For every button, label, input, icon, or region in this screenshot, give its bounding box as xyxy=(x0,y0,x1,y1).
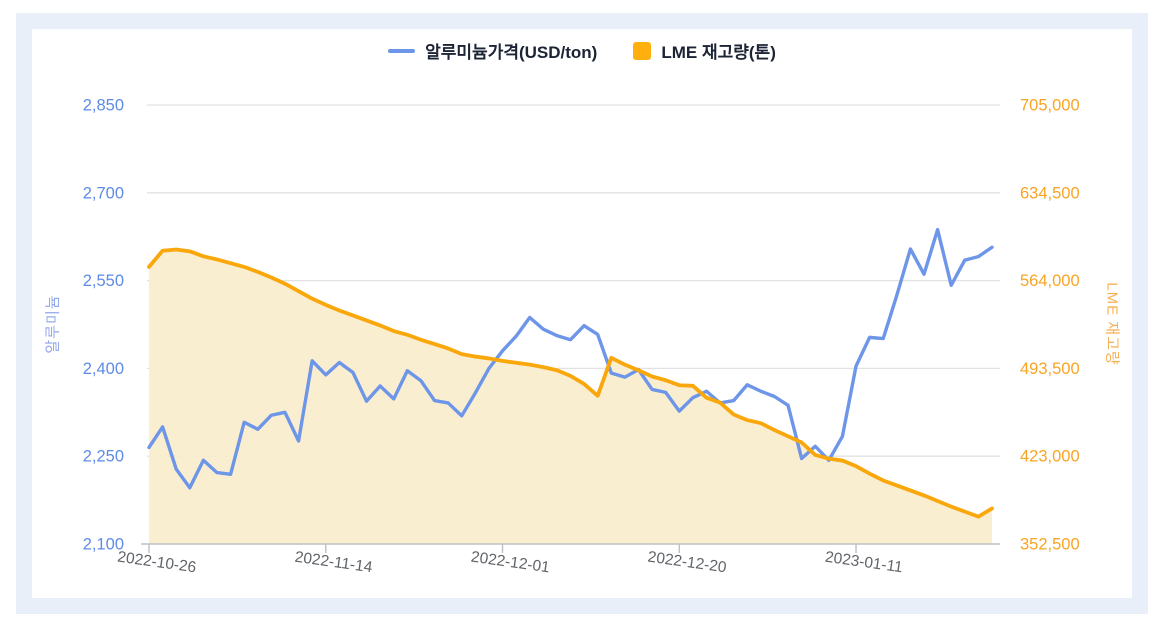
x-axis-label: 2022-10-26 xyxy=(116,549,197,577)
y-axis-right-label: 423,000 xyxy=(1020,448,1080,466)
y-axis-right-label: 705,000 xyxy=(1020,97,1080,115)
y-axis-right-label: 634,500 xyxy=(1020,184,1080,202)
lme-stock-area xyxy=(149,249,992,544)
plot-area[interactable]: 2022-10-26 2022-11-14 2022-12-01 2022-12-20… xyxy=(32,29,1132,598)
legend-item-lme-stock[interactable]: LME 재고량(톤) xyxy=(633,38,776,63)
legend-label-lme-stock: LME 재고량(톤) xyxy=(661,43,776,62)
y-axis-right-label: 564,000 xyxy=(1020,272,1080,290)
aluminum-price-line xyxy=(147,227,994,490)
y-axis-right-label: 493,500 xyxy=(1020,360,1080,378)
x-axis-label: 2023-01-11 xyxy=(824,549,904,577)
x-axis-label: 2022-12-01 xyxy=(470,549,551,577)
y-axis-left-label: 2,850 xyxy=(83,97,124,115)
legend-label-aluminum-price: 알루미늄가격(USD/ton) xyxy=(425,43,598,62)
y-axis-left-label: 2,700 xyxy=(83,184,124,202)
square-marker-icon xyxy=(633,41,652,60)
y-axis-left-label: 2,550 xyxy=(83,272,124,290)
lme-stock-line xyxy=(147,247,994,519)
y-axis-right-label: 352,500 xyxy=(1020,536,1080,554)
chart-panel-frame: 알루미늄가격(USD/ton) LME 재고량(톤) 알루미늄 LME 재고량 … xyxy=(16,13,1148,614)
legend-item-aluminum-price[interactable]: 알루미늄가격(USD/ton) xyxy=(388,38,597,63)
legend: 알루미늄가격(USD/ton) LME 재고량(톤) xyxy=(32,38,1132,63)
x-axis-label: 2022-11-14 xyxy=(294,549,374,577)
y-axis-left-label: 2,400 xyxy=(83,360,124,378)
y-axis-left-label: 2,100 xyxy=(83,536,124,554)
y-axis-left-label: 2,250 xyxy=(83,448,124,466)
line-marker-icon xyxy=(388,48,416,53)
chart-card: 알루미늄가격(USD/ton) LME 재고량(톤) 알루미늄 LME 재고량 … xyxy=(32,29,1132,598)
x-axis-label: 2022-12-20 xyxy=(647,549,728,577)
